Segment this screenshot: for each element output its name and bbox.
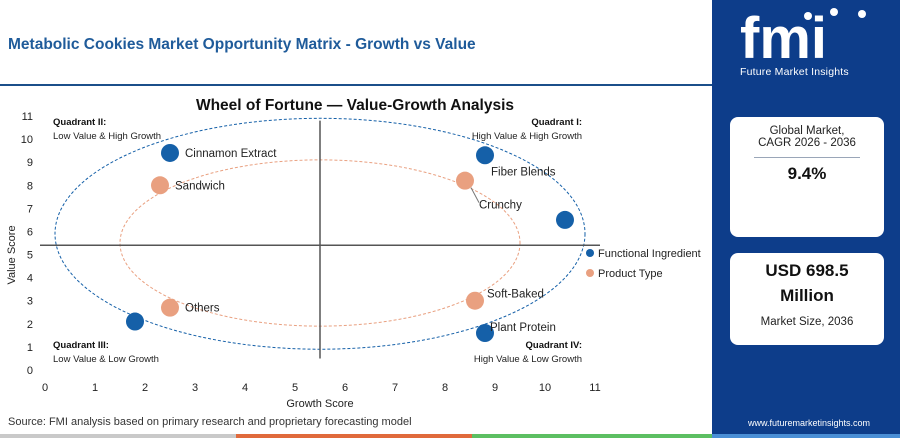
- x-tick-label: 0: [42, 382, 48, 394]
- legend-label: Functional Ingredient: [598, 248, 701, 260]
- bottom-color-bar: [0, 434, 900, 438]
- y-tick-label: 11: [22, 111, 33, 123]
- point-label: Cinnamon Extract: [185, 148, 277, 160]
- point-label: Fiber Blends: [491, 166, 556, 178]
- point-label: Crunchy: [479, 200, 522, 212]
- x-tick-label: 10: [539, 382, 551, 394]
- quadrant-title: Quadrant IV:: [526, 340, 582, 351]
- x-tick-label: 7: [392, 382, 398, 394]
- x-tick-label: 5: [292, 382, 298, 394]
- market-size-value-line1: USD 698.5: [765, 261, 849, 280]
- fmi-logo-subtitle: Future Market Insights: [740, 66, 849, 78]
- y-axis-label: Value Score: [6, 225, 18, 284]
- y-tick-label: 6: [27, 226, 33, 238]
- x-tick-label: 8: [442, 382, 448, 394]
- y-tick-label: 9: [27, 157, 33, 169]
- brand-panel: fmi Future Market Insights Global Market…: [712, 0, 900, 438]
- legend-marker: [586, 269, 594, 277]
- quadrant-description: Low Value & High Growth: [53, 131, 161, 142]
- bottom-bar-segment-2: [236, 434, 472, 438]
- chart-title: Wheel of Fortune — Value-Growth Analysis: [196, 97, 514, 114]
- y-tick-label: 4: [27, 273, 33, 285]
- y-tick-label: 7: [27, 203, 33, 215]
- y-tick-label: 0: [27, 365, 33, 377]
- data-point: [476, 324, 494, 343]
- market-size-value-line2: Million: [780, 286, 834, 305]
- logo-figures-icon: [804, 8, 866, 20]
- cagr-label-line1: Global Market,: [769, 125, 845, 137]
- y-tick-label: 5: [27, 250, 33, 262]
- x-tick-label: 1: [92, 382, 98, 394]
- x-tick-label: 6: [342, 382, 348, 394]
- page-title: Metabolic Cookies Market Opportunity Mat…: [8, 36, 476, 53]
- cagr-label-line2: CAGR 2026 - 2036: [758, 137, 856, 149]
- data-point: [466, 291, 484, 310]
- quadrant-description: Low Value & Low Growth: [53, 354, 159, 365]
- point-label: Sandwich: [175, 180, 225, 192]
- point-leader-line: [470, 187, 480, 203]
- data-point: [456, 171, 474, 190]
- x-tick-label: 9: [492, 382, 498, 394]
- website-link[interactable]: www.futuremarketinsights.com: [748, 418, 871, 428]
- data-point: [161, 143, 179, 162]
- cagr-value: 9.4%: [787, 164, 827, 183]
- data-point: [126, 312, 144, 331]
- header-divider: [0, 84, 712, 86]
- point-label: Others: [185, 303, 220, 315]
- data-point: [556, 210, 574, 229]
- data-point: [476, 146, 494, 165]
- source-note: Source: FMI analysis based on primary re…: [8, 416, 412, 428]
- y-tick-label: 1: [27, 342, 33, 354]
- x-tick-label: 4: [242, 382, 248, 394]
- market-size-card: USD 698.5 Million Market Size, 2036: [730, 253, 884, 345]
- quadrant-title: Quadrant I:: [531, 117, 582, 128]
- quadrant-description: High Value & Low Growth: [474, 354, 582, 365]
- y-tick-label: 10: [21, 134, 33, 146]
- x-tick-label: 2: [142, 382, 148, 394]
- data-point: [161, 298, 179, 317]
- x-axis-label: Growth Score: [286, 398, 353, 410]
- y-tick-label: 2: [27, 319, 33, 331]
- legend-marker: [586, 249, 594, 257]
- cagr-card-divider: [754, 157, 860, 158]
- bottom-bar-segment-4: [712, 434, 900, 438]
- x-tick-label: 11: [589, 382, 600, 394]
- bottom-bar-segment-1: [0, 434, 236, 438]
- quadrant-description: High Value & High Growth: [472, 131, 582, 142]
- cagr-card: Global Market, CAGR 2026 - 2036 9.4%: [730, 117, 884, 237]
- quadrant-title: Quadrant II:: [53, 117, 106, 128]
- quadrant-title: Quadrant III:: [53, 340, 109, 351]
- fmi-logo-mark: fmi: [740, 6, 866, 71]
- bottom-bar-segment-3: [472, 434, 712, 438]
- opportunity-matrix-chart: Wheel of Fortune — Value-Growth Analysis…: [6, 97, 701, 410]
- fmi-logo: fmi Future Market Insights: [712, 0, 900, 95]
- market-size-label: Market Size, 2036: [760, 316, 854, 328]
- y-tick-label: 3: [27, 296, 33, 308]
- legend-label: Product Type: [598, 268, 663, 280]
- point-label: Soft-Baked: [487, 289, 544, 301]
- data-point: [151, 176, 169, 195]
- y-tick-label: 8: [27, 180, 33, 192]
- x-tick-label: 3: [192, 382, 198, 394]
- fmi-logo-text: fmi: [740, 6, 827, 66]
- point-label: Plant Protein: [490, 322, 556, 334]
